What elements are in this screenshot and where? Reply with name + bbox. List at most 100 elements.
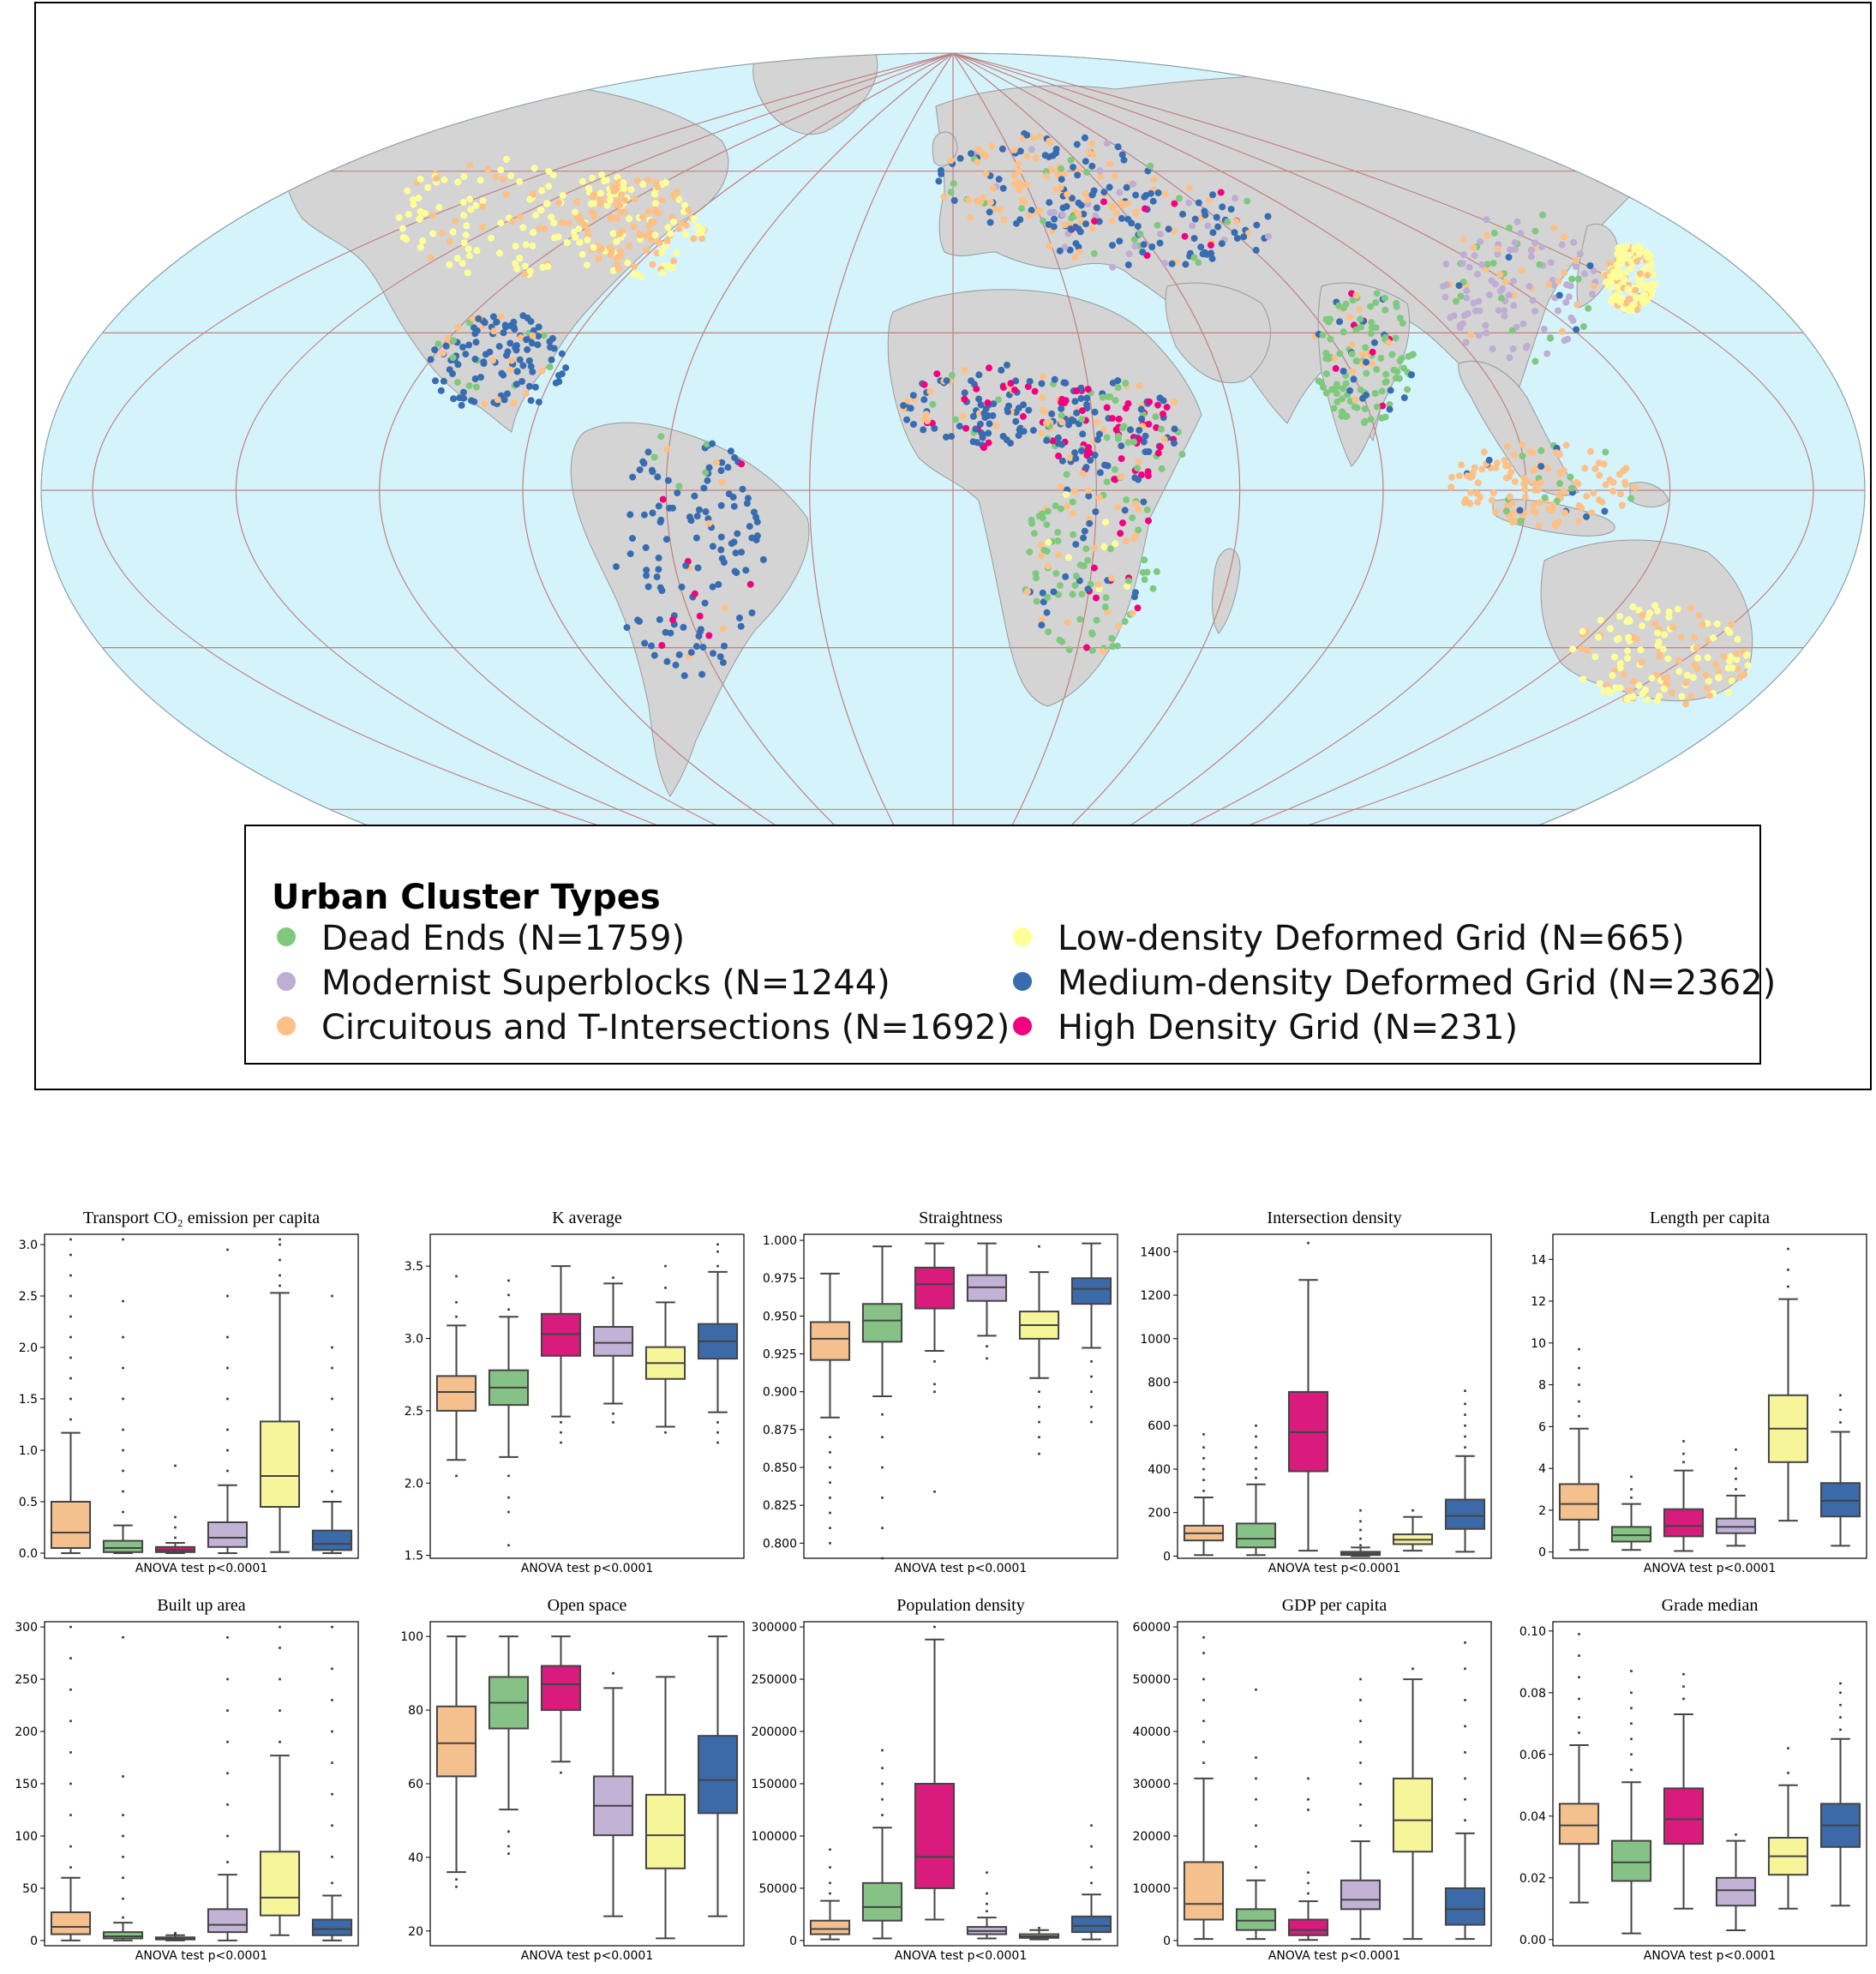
city-point <box>1050 588 1058 596</box>
outlier-point <box>829 1497 831 1499</box>
city-point <box>608 249 614 256</box>
city-point <box>1473 489 1481 497</box>
city-point <box>502 191 510 198</box>
outlier-point <box>507 1852 510 1855</box>
city-point <box>465 252 473 260</box>
city-point <box>698 226 706 234</box>
city-point <box>1540 325 1548 333</box>
outlier-point <box>1464 1435 1466 1438</box>
outlier-point <box>69 1315 72 1318</box>
city-point <box>1339 395 1346 403</box>
city-point <box>1682 700 1689 708</box>
outlier-point <box>69 1625 72 1629</box>
chart-title: Transport CO₂ emission per capita <box>82 1209 321 1227</box>
city-point <box>1012 417 1020 425</box>
city-point <box>692 534 700 542</box>
box <box>861 1881 903 1922</box>
city-point <box>980 410 988 417</box>
city-point <box>1116 237 1124 245</box>
city-point <box>1090 564 1098 572</box>
y-tick-label: 0.875 <box>763 1424 797 1437</box>
city-point <box>1387 387 1394 394</box>
outlier-point <box>1255 1424 1257 1427</box>
city-point <box>1055 551 1063 559</box>
city-point <box>629 535 636 543</box>
city-point <box>449 354 457 362</box>
outlier-point <box>1578 1731 1580 1734</box>
box <box>1235 1522 1277 1549</box>
city-point <box>1537 479 1544 487</box>
outlier-point <box>560 1431 562 1434</box>
city-point <box>1118 442 1125 450</box>
outlier-point <box>1359 1509 1362 1512</box>
city-point <box>1575 517 1582 525</box>
city-point <box>1539 211 1546 219</box>
outlier-point <box>226 1366 229 1370</box>
city-point <box>620 185 628 192</box>
box <box>50 1911 92 1935</box>
legend-label: Modernist Superblocks (N=1244) <box>321 963 890 1003</box>
city-point <box>1095 218 1103 225</box>
city-point <box>1519 320 1527 327</box>
city-point <box>1390 366 1398 374</box>
outlier-point <box>881 1466 884 1469</box>
city-point <box>528 339 536 347</box>
city-point <box>1072 454 1080 462</box>
outlier-point <box>1202 1457 1205 1460</box>
boxplot-panel: Intersection density ANOVA test p<0.0001 0… <box>1133 1191 1497 1577</box>
outlier-point <box>1682 1461 1685 1464</box>
city-point <box>1063 491 1070 498</box>
box <box>809 1321 851 1361</box>
outlier-point <box>1630 1707 1633 1710</box>
city-point <box>1058 165 1064 172</box>
city-point <box>1073 409 1081 417</box>
city-point <box>691 492 698 500</box>
city-point <box>545 183 553 190</box>
box <box>102 1931 144 1940</box>
city-point <box>663 657 671 665</box>
city-point <box>1531 308 1538 315</box>
city-point <box>1587 447 1594 455</box>
city-point <box>1024 588 1031 596</box>
city-point <box>1112 397 1119 405</box>
city-point <box>940 193 948 201</box>
city-point <box>1036 207 1043 214</box>
y-tick-label: 1200 <box>1140 1289 1171 1303</box>
y-tick-label: 250 <box>15 1673 38 1687</box>
outlier-point <box>1839 1682 1842 1685</box>
meridian-line <box>809 53 954 927</box>
outlier-point <box>1578 1633 1580 1635</box>
city-point <box>1644 614 1651 621</box>
city-point <box>997 206 1004 213</box>
city-point <box>1057 582 1064 589</box>
city-point <box>975 371 983 379</box>
city-point <box>1005 402 1012 410</box>
city-point <box>949 371 956 379</box>
city-point <box>1052 502 1059 510</box>
city-point <box>1084 196 1091 203</box>
chart-title: Length per capita <box>1650 1209 1770 1227</box>
city-point <box>1123 537 1130 545</box>
y-tick-label: 3.0 <box>19 1239 38 1252</box>
city-point <box>656 239 663 247</box>
city-point <box>1602 448 1609 456</box>
city-point <box>719 625 727 633</box>
city-point <box>1678 693 1686 700</box>
city-point <box>1140 498 1148 506</box>
city-point <box>1227 206 1235 213</box>
city-point <box>1558 327 1566 335</box>
city-point <box>716 653 724 661</box>
city-point <box>1124 261 1132 268</box>
map-frame: Urban Cluster Types Dead Ends (N=1759) M… <box>34 2 1872 1090</box>
city-point <box>682 221 690 229</box>
city-point <box>459 260 466 267</box>
city-point <box>1068 416 1076 423</box>
city-point <box>494 396 501 404</box>
city-point <box>1114 503 1122 511</box>
city-point <box>639 181 647 189</box>
outlier-point <box>1307 1871 1310 1874</box>
outlier-point <box>1090 1845 1093 1848</box>
city-point <box>701 599 709 607</box>
